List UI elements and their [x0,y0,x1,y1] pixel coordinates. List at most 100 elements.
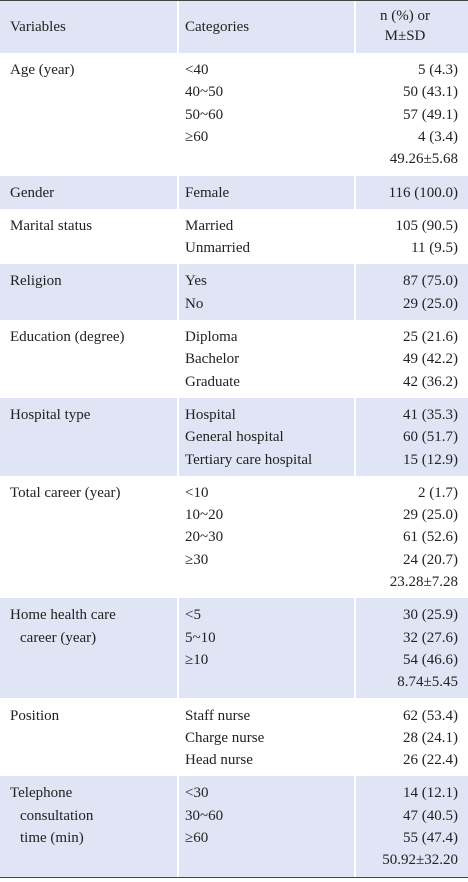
category: Yes [185,273,207,290]
variable: time (min) [20,830,84,846]
column-divider [354,1,356,53]
column-divider [177,175,179,209]
category: Staff nurse [185,707,251,724]
value: 15 (12.9) [403,451,458,468]
column-divider [177,1,179,53]
category: No [185,295,204,312]
column-divider [354,776,356,877]
category: <40 [185,62,209,78]
category: Graduate [185,373,240,390]
variable: Position [10,707,60,724]
value: 25 (21.6) [403,329,458,345]
value: 23.28±7.28 [389,574,458,590]
column-divider [354,598,356,699]
category: ≥10 [185,651,209,668]
category: <30 [185,785,209,802]
category: 10~20 [185,507,224,524]
column-divider [354,264,356,320]
column-divider [177,53,179,176]
variable: career (year) [20,629,97,646]
value: 54 (46.6) [403,651,458,668]
category: ≥30 [185,551,209,568]
value: 32 (27.6) [403,629,458,646]
column-divider [177,208,179,265]
header-cell: Categories [185,19,250,35]
variable: Marital status [10,217,93,234]
value: 29 (25.0) [403,507,458,524]
header-row [0,1,468,53]
table-row [0,397,468,476]
category: <10 [185,484,209,501]
value: 55 (47.4) [403,830,458,846]
variable: Age (year) [10,62,75,78]
variable: Total career (year) [10,484,121,501]
variable: Hospital type [10,406,91,423]
category: Head nurse [185,752,253,769]
column-divider [354,397,356,476]
value: 49.26±5.68 [389,151,458,168]
category: 5~10 [185,629,216,646]
variable: Gender [10,184,55,201]
value: 49 (42.2) [403,351,458,368]
category: Bachelor [185,351,240,368]
category: Unmarried [185,240,250,257]
category: General hospital [185,429,284,446]
value: 47 (40.5) [403,807,458,824]
value: 41 (35.3) [403,406,458,423]
value: 50.92±32.20 [382,852,458,869]
variable: Religion [10,273,62,290]
category: 30~60 [185,807,224,824]
variable: Telephone [10,785,73,802]
value: 42 (36.2) [403,373,458,390]
category: Female [185,184,230,201]
table-row [0,175,468,209]
value: 8.74±5.45 [397,674,458,691]
value: 116 (100.0) [388,184,458,201]
value: 2 (1.7) [418,484,458,501]
category: Hospital [185,406,236,423]
column-divider [177,776,179,877]
category: 20~30 [185,529,224,546]
variable: consultation [20,807,94,824]
bottom-rule [0,876,468,879]
category: ≥60 [185,128,209,145]
value: 87 (75.0) [403,273,458,290]
column-divider [177,397,179,476]
value: 60 (51.7) [403,429,458,446]
table-row [0,264,468,320]
category: <5 [185,607,201,624]
column-divider [354,320,356,398]
category: 50~60 [185,106,224,123]
header-cell: Variables [10,19,66,35]
column-divider [177,598,179,699]
category: ≥60 [185,830,209,846]
column-divider [177,475,179,599]
header-cell: n (%) or [380,8,430,24]
value: 28 (24.1) [403,729,458,746]
column-divider [177,698,179,777]
column-divider [354,53,356,176]
value: 50 (43.1) [403,84,458,101]
table-row [0,598,468,699]
category: Married [185,217,234,234]
variable: Education (degree) [10,329,125,345]
category: Charge nurse [185,729,265,746]
value: 29 (25.0) [403,295,458,312]
value: 4 (3.4) [418,128,458,145]
value: 62 (53.4) [403,707,458,724]
column-divider [354,175,356,209]
category: Tertiary care hospital [185,451,313,468]
value: 24 (20.7) [403,551,458,568]
value: 26 (22.4) [403,752,458,769]
column-divider [177,320,179,398]
value: 105 (90.5) [395,217,459,234]
header-cell: M±SD [384,28,426,44]
value: 61 (52.6) [403,529,458,546]
variable: Home health care [10,607,116,624]
value: 5 (4.3) [418,62,458,78]
column-divider [354,698,356,777]
value: 14 (12.1) [403,785,458,802]
value: 30 (25.9) [403,607,458,624]
column-divider [177,264,179,320]
